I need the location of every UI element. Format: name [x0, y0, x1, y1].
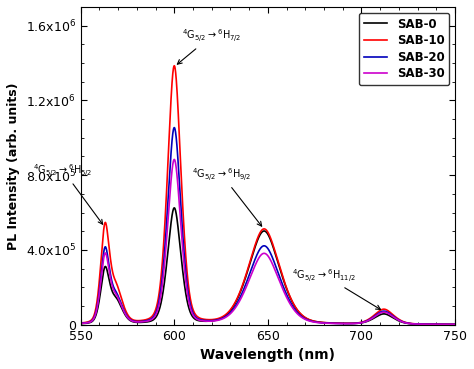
SAB-30	[445, 322, 451, 327]
Legend: SAB-0, SAB-10, SAB-20, SAB-30: SAB-0, SAB-10, SAB-20, SAB-30	[359, 13, 449, 85]
SAB-30	[120, 308, 126, 313]
SAB-30	[405, 321, 410, 325]
SAB-20	[452, 322, 458, 327]
SAB-10	[405, 321, 410, 325]
SAB-20	[221, 315, 227, 320]
SAB-0	[238, 289, 244, 294]
SAB-0	[78, 321, 83, 326]
SAB-0	[405, 321, 410, 325]
SAB-30	[78, 321, 83, 326]
Line: SAB-10: SAB-10	[81, 66, 455, 324]
SAB-10	[445, 322, 451, 327]
SAB-0	[172, 206, 177, 210]
SAB-20	[445, 322, 451, 327]
SAB-30	[238, 297, 244, 301]
SAB-20	[172, 125, 177, 130]
SAB-10	[238, 288, 244, 293]
SAB-20	[405, 321, 410, 325]
SAB-10	[172, 63, 177, 68]
Text: $^4$G$_{5/2}$$\rightarrow$$^6$H$_{9/2}$: $^4$G$_{5/2}$$\rightarrow$$^6$H$_{9/2}$	[191, 166, 262, 226]
SAB-0	[120, 309, 126, 314]
Y-axis label: PL Intensity (arb. units): PL Intensity (arb. units)	[7, 82, 20, 249]
SAB-0	[452, 322, 458, 327]
Text: $^4$G$_{5/2}$$\rightarrow$$^6$H$_{5/2}$: $^4$G$_{5/2}$$\rightarrow$$^6$H$_{5/2}$	[33, 162, 103, 224]
Line: SAB-20: SAB-20	[81, 128, 455, 324]
SAB-20	[78, 321, 83, 325]
SAB-0	[143, 320, 148, 324]
Line: SAB-30: SAB-30	[81, 159, 455, 324]
SAB-30	[143, 319, 148, 324]
SAB-20	[120, 307, 126, 311]
SAB-10	[221, 313, 227, 318]
SAB-20	[143, 319, 148, 323]
SAB-10	[452, 322, 458, 327]
SAB-0	[445, 322, 451, 327]
Text: $^4$G$_{5/2}$$\rightarrow$$^6$H$_{7/2}$: $^4$G$_{5/2}$$\rightarrow$$^6$H$_{7/2}$	[177, 27, 241, 64]
SAB-0	[221, 314, 227, 319]
SAB-10	[143, 318, 148, 322]
SAB-30	[221, 316, 227, 320]
SAB-30	[172, 157, 177, 162]
X-axis label: Wavelength (nm): Wavelength (nm)	[201, 348, 336, 362]
Text: $^4$G$_{5/2}$$\rightarrow$$^6$H$_{11/2}$: $^4$G$_{5/2}$$\rightarrow$$^6$H$_{11/2}$	[292, 267, 381, 310]
Line: SAB-0: SAB-0	[81, 208, 455, 324]
SAB-10	[78, 321, 83, 325]
SAB-30	[452, 322, 458, 327]
SAB-20	[238, 294, 244, 299]
SAB-10	[120, 302, 126, 307]
